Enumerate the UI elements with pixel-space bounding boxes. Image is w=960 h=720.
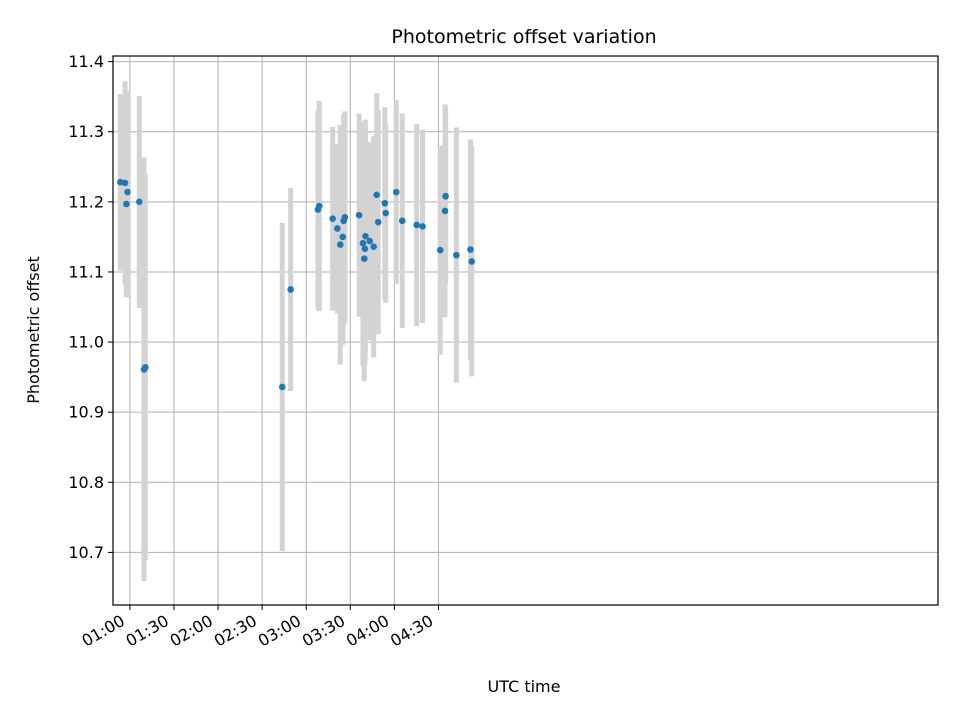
- y-tick-label: 11.4: [68, 52, 104, 71]
- data-point: [373, 191, 381, 199]
- y-tick-label: 11.3: [68, 122, 104, 141]
- data-point: [413, 221, 420, 229]
- data-point: [467, 246, 474, 253]
- data-point: [121, 179, 129, 187]
- data-point: [278, 383, 286, 391]
- data-point: [382, 209, 389, 217]
- data-point: [453, 251, 460, 259]
- data-point: [339, 233, 347, 241]
- data-point: [360, 255, 368, 262]
- data-point: [468, 258, 476, 265]
- plot-area-frame: [112, 55, 939, 606]
- data-points: [117, 178, 476, 391]
- data-point: [334, 225, 341, 232]
- y-axis-ticks: 10.7 10.8 10.9 11.0 11.1 11.2 11.3 11.4: [68, 52, 113, 562]
- data-point: [361, 245, 369, 253]
- data-point: [374, 218, 382, 226]
- data-point: [124, 188, 131, 196]
- data-point: [381, 199, 389, 207]
- y-tick-label: 10.8: [68, 473, 104, 492]
- y-tick-label: 11.1: [68, 262, 104, 281]
- data-point: [136, 198, 143, 206]
- data-point: [359, 239, 367, 247]
- y-tick-label: 10.9: [68, 403, 104, 422]
- x-axis-label: UTC time: [488, 677, 561, 696]
- data-point: [442, 192, 449, 200]
- data-point: [392, 188, 400, 196]
- data-point: [123, 200, 130, 208]
- data-point: [399, 217, 406, 225]
- data-point: [436, 246, 444, 254]
- data-point: [142, 364, 149, 371]
- y-tick-label: 11.0: [68, 333, 104, 352]
- data-point: [287, 286, 294, 293]
- y-axis-label: Photometric offset: [24, 256, 43, 404]
- y-tick-label: 11.2: [68, 192, 104, 211]
- data-point: [329, 215, 336, 222]
- data-point: [441, 207, 449, 215]
- chart-title: Photometric offset variation: [391, 26, 656, 48]
- data-point: [419, 223, 426, 230]
- data-point: [355, 211, 363, 219]
- data-point: [362, 232, 369, 240]
- data-point: [336, 241, 344, 248]
- data-point: [370, 243, 377, 251]
- y-tick-label: 10.7: [68, 543, 104, 562]
- data-point: [341, 213, 349, 221]
- data-point: [315, 202, 323, 210]
- data-point: [366, 237, 373, 245]
